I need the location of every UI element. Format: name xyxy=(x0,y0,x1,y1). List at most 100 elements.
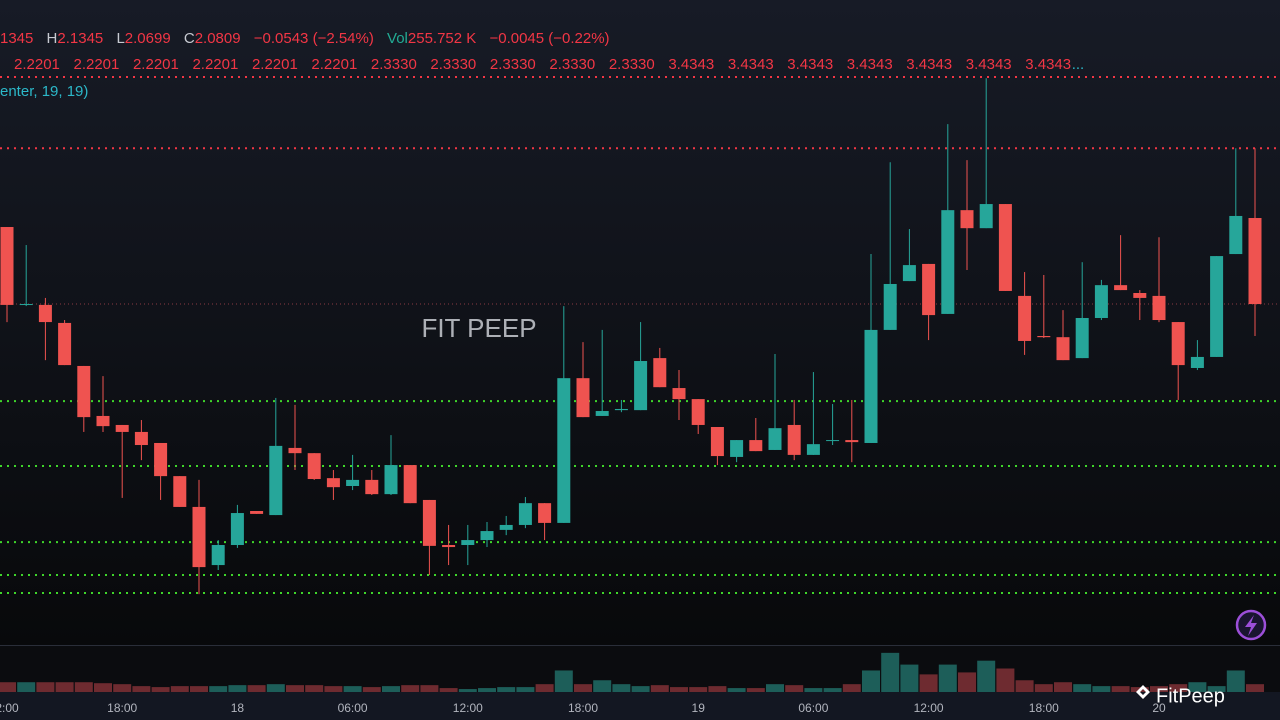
candle-body xyxy=(1171,322,1185,366)
volume-bar xyxy=(113,684,132,692)
level-label: 3.4343 xyxy=(906,56,953,73)
volume-bar xyxy=(958,672,976,692)
candle-body xyxy=(269,445,283,516)
volume-bar xyxy=(554,670,573,692)
candle-body xyxy=(307,453,321,480)
candle-body xyxy=(1190,356,1204,368)
volume-bar xyxy=(881,652,900,692)
open-value: 1345 xyxy=(0,30,34,47)
candle-body xyxy=(499,524,513,530)
volume-bar xyxy=(785,685,804,692)
level-label: 2.3330 xyxy=(430,56,477,73)
level-more: ... xyxy=(1071,56,1085,73)
volume-bar xyxy=(382,686,400,692)
volume-bar xyxy=(1111,686,1130,692)
low-value: 2.0699 xyxy=(124,30,171,47)
volume-bar xyxy=(209,686,228,692)
volume-bar xyxy=(132,686,151,692)
candle-body xyxy=(826,440,840,442)
volume-bar xyxy=(1092,686,1111,692)
volume-bar xyxy=(151,687,170,692)
candle-body xyxy=(922,263,936,316)
flash-icon[interactable] xyxy=(1235,609,1267,641)
volume-bar xyxy=(612,684,631,692)
flash-bolt xyxy=(1245,615,1257,636)
volume-bar xyxy=(497,687,516,692)
volume-bar xyxy=(689,687,708,692)
volume-bar xyxy=(343,686,362,692)
level-legend: 2.2201 2.2201 2.2201 2.2201 2.2201 2.2201 2.33… xyxy=(14,56,1084,73)
volume-bar xyxy=(1246,684,1264,692)
brand-icon xyxy=(1136,685,1150,699)
level-label: 2.2201 xyxy=(132,56,179,73)
volume-bar xyxy=(1034,684,1053,692)
x-tick-label: 18:00 xyxy=(1029,701,1059,715)
candle-body xyxy=(58,322,72,366)
x-tick-label: 18:00 xyxy=(568,701,598,715)
volume-change: −0.0045 (−0.22%) xyxy=(489,30,610,47)
candle-body xyxy=(883,283,897,330)
volume-bar xyxy=(190,686,208,692)
volume-bar xyxy=(0,682,16,692)
volume-bar xyxy=(804,688,823,692)
volume-bar xyxy=(420,685,439,692)
candle-body xyxy=(538,503,552,523)
candle-body xyxy=(1094,285,1108,318)
candle-body xyxy=(1248,218,1262,305)
level-label: 2.2201 xyxy=(14,56,60,73)
candle-body xyxy=(1075,317,1089,359)
candle-body xyxy=(576,378,590,418)
volume-bar xyxy=(977,660,996,692)
x-tick-label: 06:00 xyxy=(798,701,828,715)
candle-body xyxy=(979,204,993,229)
candle-body xyxy=(38,304,52,323)
candle-body xyxy=(1018,295,1032,341)
volume-bar xyxy=(766,684,784,692)
x-tick-label: 2:00 xyxy=(0,701,19,715)
volume-bar xyxy=(1188,682,1207,692)
volume-bar xyxy=(919,674,938,692)
candle-body xyxy=(1229,215,1243,255)
candle-body xyxy=(384,465,398,495)
volume-bar xyxy=(17,682,36,692)
time-axis xyxy=(0,692,1280,720)
candle-body xyxy=(653,358,667,388)
candle-body xyxy=(1210,256,1224,357)
candle-body xyxy=(173,476,187,507)
volume-bar xyxy=(247,685,266,692)
low-letter: L xyxy=(116,30,125,47)
volume-bar xyxy=(1150,686,1168,692)
candle-body xyxy=(902,265,916,282)
candle-body xyxy=(998,204,1012,291)
x-tick-label: 12:00 xyxy=(453,701,483,715)
level-label: 3.4343 xyxy=(1025,56,1072,73)
candle-body xyxy=(1037,336,1051,338)
candle-body xyxy=(346,479,360,487)
candle-body xyxy=(672,388,686,400)
candle-body xyxy=(806,444,820,455)
candle-body xyxy=(211,545,225,566)
level-label: 2.3330 xyxy=(549,56,596,73)
level-label: 2.2201 xyxy=(73,56,120,73)
ohlc-legend: 1345 H2.1345 L2.0699 C2.0809 −0.0543 (−2… xyxy=(0,30,619,47)
level-label: 3.4343 xyxy=(668,56,715,73)
volume-bar xyxy=(670,687,688,692)
candle-body xyxy=(749,440,763,452)
volume-bar xyxy=(900,664,919,692)
candle-body xyxy=(730,440,744,457)
high-value: 2.1345 xyxy=(57,30,104,47)
volume-bar xyxy=(1054,682,1072,692)
volume-value: 255.752 K xyxy=(407,30,477,47)
candle-body xyxy=(1114,285,1128,291)
candle-body xyxy=(115,424,129,432)
volume-letter: Vol xyxy=(387,30,408,47)
volume-bar xyxy=(55,682,74,692)
volume-bar xyxy=(746,688,765,692)
candle-body xyxy=(442,545,456,548)
volume-bar xyxy=(593,680,612,692)
volume-bar xyxy=(938,664,957,692)
volume-bar xyxy=(36,682,55,692)
watermark: FIT PEEP xyxy=(421,313,536,343)
x-tick-label: 20 xyxy=(1152,701,1166,715)
